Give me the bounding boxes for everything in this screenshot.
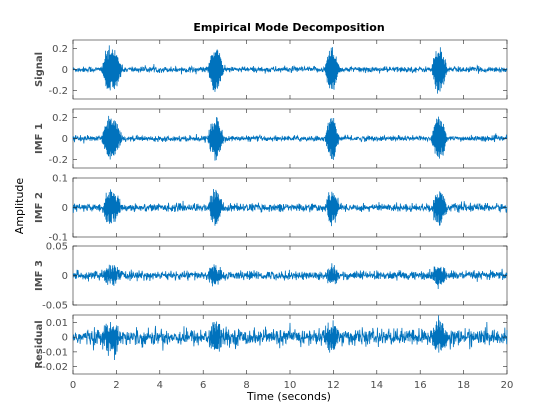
x-tick-label: 10 [284, 380, 297, 391]
series-line [72, 189, 508, 227]
panel-imf-3: 0.05 0 -0.05 IMF 3 [34, 242, 508, 312]
x-tick-label: 8 [243, 380, 249, 391]
y-tick-label: -0.01 [42, 347, 68, 358]
panel-label: IMF 1 [34, 123, 45, 154]
series-line [72, 315, 508, 361]
x-tick-label: 4 [157, 380, 163, 391]
y-tick-label: 0.05 [46, 242, 68, 253]
chart-title: Empirical Mode Decomposition [193, 21, 384, 34]
x-tick-label: 16 [414, 380, 427, 391]
x-tick-label: 2 [113, 380, 119, 391]
y-tick-label: -0.1 [48, 233, 68, 244]
panel-label: Residual [34, 320, 45, 368]
y-tick-label: 0.1 [52, 174, 68, 185]
y-tick-label: 0.2 [52, 44, 68, 55]
y-tick-label: 0 [62, 203, 68, 214]
y-tick-label: -0.02 [42, 362, 68, 373]
y-tick-label: -0.2 [48, 86, 68, 97]
x-tick-label: 0 [70, 380, 76, 391]
x-tick-label: 6 [200, 380, 206, 391]
x-axis-title: Time (seconds) [246, 390, 331, 403]
y-tick-label: 0.01 [46, 318, 68, 329]
x-tick-label: 14 [370, 380, 383, 391]
series-line [72, 115, 508, 161]
y-tick-label: -0.2 [48, 155, 68, 166]
y-tick-label: -0.05 [42, 301, 68, 312]
panel-label: Signal [34, 52, 45, 87]
y-tick-label: 0.2 [52, 113, 68, 124]
y-axis-title: Amplitude [13, 178, 26, 235]
panel-label: IMF 3 [34, 260, 45, 291]
series-line [72, 45, 508, 94]
x-tick-label: 12 [327, 380, 340, 391]
series-line [72, 263, 508, 289]
x-tick-label: 18 [457, 380, 470, 391]
y-tick-label: 0 [62, 333, 68, 344]
y-tick-label: 0 [62, 271, 68, 282]
y-tick-label: 0 [62, 65, 68, 76]
panel-label: IMF 2 [34, 192, 45, 223]
x-tick-label: 20 [501, 380, 514, 391]
y-tick-label: 0 [62, 134, 68, 145]
